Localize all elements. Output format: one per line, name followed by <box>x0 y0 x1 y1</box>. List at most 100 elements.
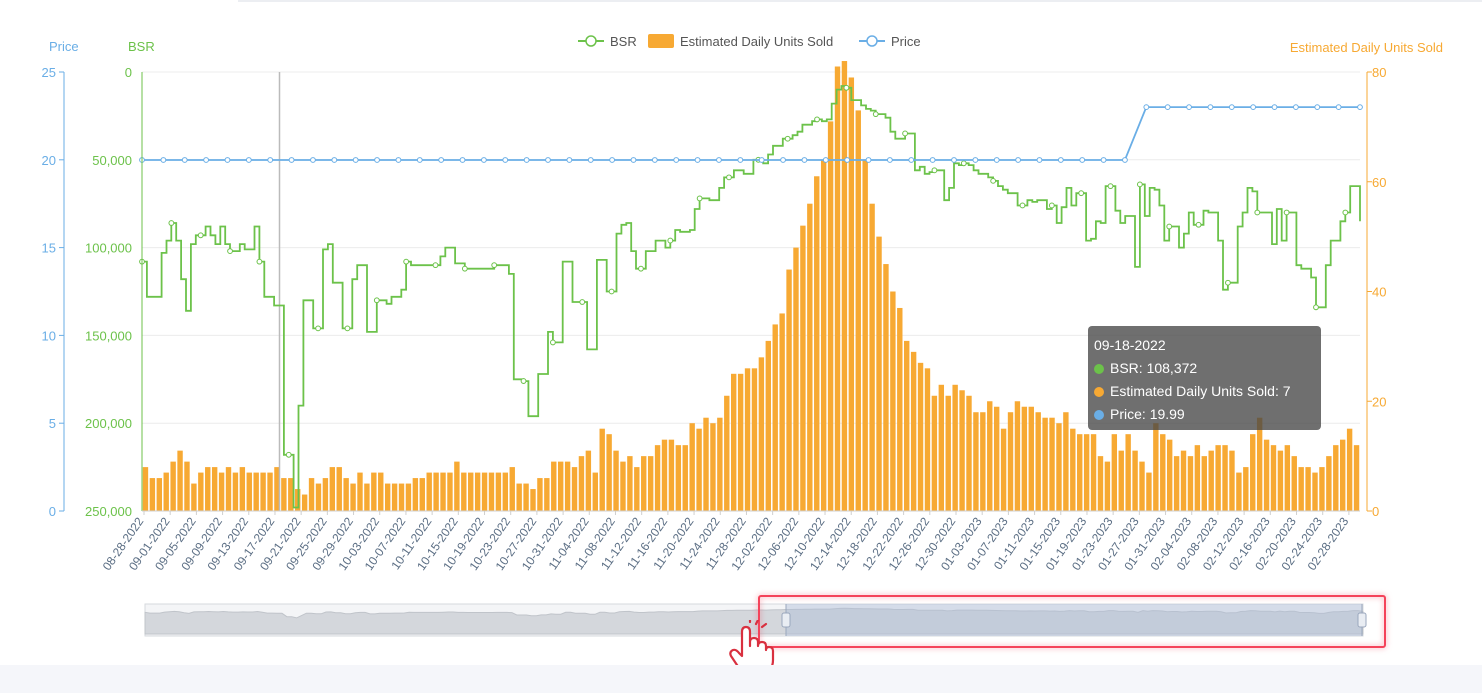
bsr-tick-label: 150,000 <box>85 328 132 343</box>
units-bar <box>163 472 169 511</box>
price-point <box>716 157 722 163</box>
units-bar <box>371 472 377 511</box>
units-bar <box>1291 456 1297 511</box>
units-bar <box>454 461 460 511</box>
data-zoom-slider[interactable] <box>144 595 1386 648</box>
bsr-point <box>1019 202 1026 209</box>
slider-handle-left[interactable] <box>781 604 791 636</box>
price-point <box>566 157 573 163</box>
price-point <box>1186 104 1192 111</box>
units-bar <box>1333 445 1339 511</box>
units-bar <box>1118 450 1124 511</box>
bsr-point <box>608 288 615 295</box>
units-bar <box>1319 467 1325 511</box>
units-bar <box>267 472 273 511</box>
bsr-point <box>902 130 908 137</box>
bsr-axis-title: BSR <box>128 39 155 54</box>
units-bar <box>696 428 702 511</box>
units-tick-label: 60 <box>1372 175 1386 190</box>
units-bar <box>246 472 252 511</box>
units-bar <box>205 467 211 511</box>
units-bar <box>724 395 730 511</box>
legend-item-bsr[interactable]: BSR <box>578 34 637 49</box>
units-bar <box>225 467 232 511</box>
units-bar <box>509 467 515 511</box>
units-bar <box>620 461 626 511</box>
price-point <box>972 157 979 163</box>
units-bar <box>744 368 751 511</box>
price-point <box>438 157 445 163</box>
bsr-point <box>344 325 351 332</box>
legend-item-units[interactable]: Estimated Daily Units Sold <box>648 34 833 49</box>
units-bar <box>308 478 315 511</box>
price-point <box>801 157 808 163</box>
units-bar <box>288 478 294 511</box>
legend[interactable]: BSR Estimated Daily Units Sold Price <box>578 34 921 49</box>
units-bar <box>938 384 945 511</box>
units-bar <box>980 412 986 511</box>
units-bar <box>1042 417 1048 511</box>
units-bar <box>668 439 675 511</box>
units-bar <box>1132 450 1138 511</box>
bsr-point <box>960 160 967 167</box>
legend-item-price[interactable]: Price <box>859 34 921 49</box>
units-bar <box>710 423 716 511</box>
tooltip: 09-18-2022 BSR: 108,372 Estimated Daily … <box>1088 326 1321 430</box>
units-bar <box>1104 461 1111 511</box>
units-bar <box>924 368 931 511</box>
bsr-point <box>1283 209 1290 216</box>
bsr-point <box>549 339 556 346</box>
units-bar <box>218 472 225 511</box>
units-bar <box>641 456 647 511</box>
legend-price-label: Price <box>891 34 921 49</box>
units-bar <box>820 159 827 512</box>
units-bar <box>675 445 682 511</box>
units-bar <box>613 450 619 511</box>
units-bar <box>952 384 958 511</box>
units-bar <box>405 483 412 511</box>
units-bar <box>1097 456 1104 511</box>
units-bar <box>1070 428 1076 511</box>
bsr-point <box>1048 202 1055 209</box>
units-bar <box>1014 401 1021 511</box>
bsr-point <box>256 258 263 265</box>
units-bar <box>661 439 668 511</box>
units-bar <box>398 483 405 511</box>
price-dot-icon <box>1094 410 1104 420</box>
units-bar <box>814 176 820 511</box>
units-bar <box>807 203 813 511</box>
price-point <box>1143 104 1150 111</box>
units-bar <box>800 225 806 511</box>
units-bar <box>537 478 543 511</box>
bsr-point <box>403 258 410 265</box>
bsr-point <box>1225 279 1231 286</box>
units-bar <box>495 472 502 511</box>
units-bar <box>343 478 349 511</box>
units-bar <box>1284 445 1291 511</box>
price-tick-label: 0 <box>49 504 56 519</box>
price-point <box>1100 157 1107 163</box>
price-point <box>1057 157 1064 163</box>
units-bar <box>156 478 163 511</box>
bsr-point <box>990 177 997 184</box>
bsr-tick-label: 250,000 <box>85 504 132 519</box>
slider-selected-window[interactable] <box>786 604 1362 636</box>
units-bar <box>1077 434 1083 511</box>
units-bar <box>426 472 432 511</box>
price-point <box>587 157 594 163</box>
bsr-point <box>1078 190 1085 197</box>
bsr-point <box>814 116 820 123</box>
slider-handle-right[interactable] <box>1357 604 1367 636</box>
units-dot-icon <box>1094 387 1104 397</box>
units-bar <box>1339 439 1346 511</box>
units-bar <box>869 203 875 511</box>
units-bar <box>730 373 737 511</box>
units-bar <box>474 472 481 511</box>
price-axis-title: Price <box>49 39 79 54</box>
bsr-point <box>726 174 732 181</box>
bsr-point <box>168 220 175 226</box>
bsr-dot-icon <box>1094 364 1104 374</box>
units-bar <box>239 467 246 511</box>
units-bars <box>142 61 1360 512</box>
price-point <box>480 157 487 163</box>
